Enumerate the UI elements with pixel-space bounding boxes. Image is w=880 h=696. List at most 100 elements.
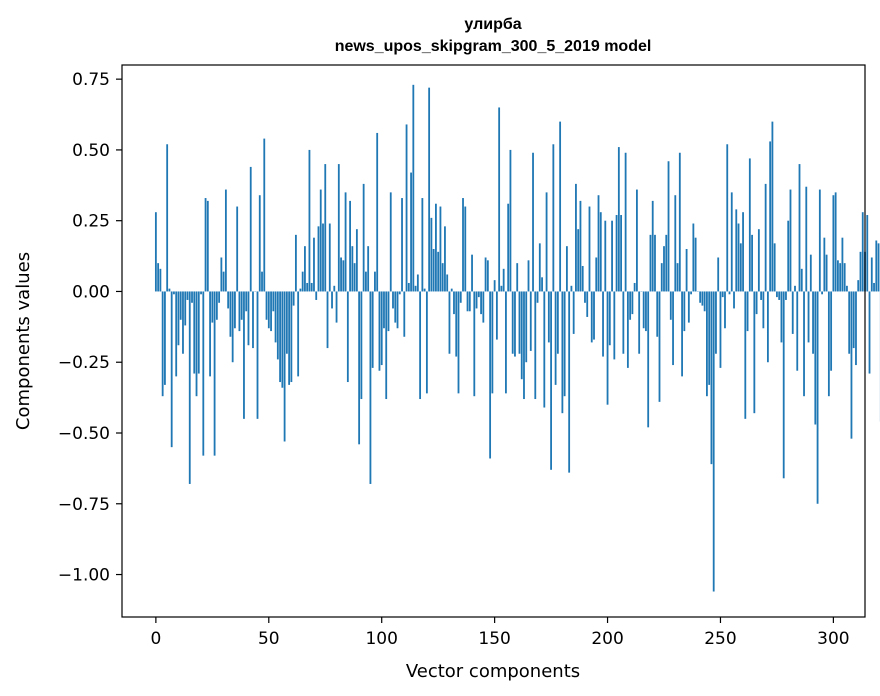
bar [285, 291, 288, 354]
bar [620, 215, 622, 292]
bar [333, 285, 336, 292]
bar [809, 254, 812, 292]
bar [746, 291, 749, 332]
bar [263, 138, 266, 292]
bar [197, 291, 200, 374]
bar [322, 223, 324, 292]
bar [665, 234, 668, 292]
bar [362, 183, 365, 292]
bar [380, 291, 383, 366]
bar [769, 141, 772, 292]
bar [387, 291, 390, 332]
bar [608, 291, 611, 346]
bar [572, 291, 575, 334]
bar [529, 291, 532, 351]
y-tick-label: 0.25 [72, 212, 110, 232]
bar [459, 291, 462, 303]
bar [821, 291, 823, 295]
bar [211, 291, 214, 323]
bar [841, 237, 844, 292]
bar [877, 243, 880, 292]
bar [751, 234, 753, 292]
bar [213, 291, 216, 456]
bar [243, 291, 245, 419]
bar [660, 263, 663, 292]
bar [328, 223, 331, 292]
bar [724, 291, 726, 329]
bar [209, 291, 211, 377]
bar [852, 291, 855, 349]
bar [444, 226, 446, 292]
bar [191, 291, 193, 303]
bar [556, 291, 559, 354]
bar [371, 291, 374, 368]
bar [159, 268, 162, 292]
bar [265, 291, 268, 320]
bar [173, 291, 175, 295]
bar [188, 291, 191, 484]
bar [482, 291, 485, 323]
bar [299, 288, 302, 292]
bar [735, 209, 738, 292]
bar [855, 291, 857, 366]
chart-title: улирба [464, 16, 521, 33]
bar [527, 260, 530, 292]
bar [613, 291, 616, 360]
y-tick-label: −1.00 [58, 566, 110, 586]
bar [276, 291, 279, 360]
bar [547, 291, 550, 343]
bar [649, 234, 652, 292]
bar [559, 121, 562, 292]
bar [579, 200, 582, 292]
bar [351, 246, 354, 292]
bar [663, 246, 665, 292]
bar [441, 263, 444, 292]
bar [202, 291, 205, 456]
bar [245, 291, 248, 312]
bar [762, 291, 765, 329]
bar [220, 257, 223, 292]
bar [538, 243, 541, 292]
bar [543, 291, 546, 408]
bar [394, 291, 397, 323]
bar [857, 280, 860, 292]
bar [261, 271, 263, 292]
bar [462, 198, 464, 292]
bar [455, 291, 458, 357]
bar [816, 291, 819, 504]
bar [315, 291, 318, 300]
bar [771, 121, 774, 292]
bar [710, 291, 713, 465]
bar [782, 291, 785, 479]
bar [676, 263, 679, 292]
bar [773, 243, 776, 292]
bar [493, 280, 496, 292]
bar [471, 254, 473, 292]
bar [708, 291, 711, 385]
bar [800, 268, 803, 292]
bar [177, 291, 180, 346]
bar [240, 291, 243, 320]
bar [861, 212, 864, 292]
bar [410, 172, 412, 292]
bar [577, 229, 580, 292]
bar [812, 291, 814, 354]
bar [337, 164, 340, 292]
bar [584, 291, 586, 303]
bar [839, 263, 842, 292]
bar [477, 291, 480, 298]
bar [412, 84, 415, 292]
bar [626, 291, 629, 368]
bar [432, 249, 435, 292]
bar [712, 291, 715, 592]
bar [523, 291, 525, 400]
bar [502, 268, 505, 292]
bar [656, 291, 659, 337]
bar [678, 152, 681, 292]
bar [383, 291, 385, 329]
bar [796, 291, 799, 371]
bar [590, 291, 593, 343]
bar [301, 271, 304, 292]
bar [807, 291, 810, 343]
